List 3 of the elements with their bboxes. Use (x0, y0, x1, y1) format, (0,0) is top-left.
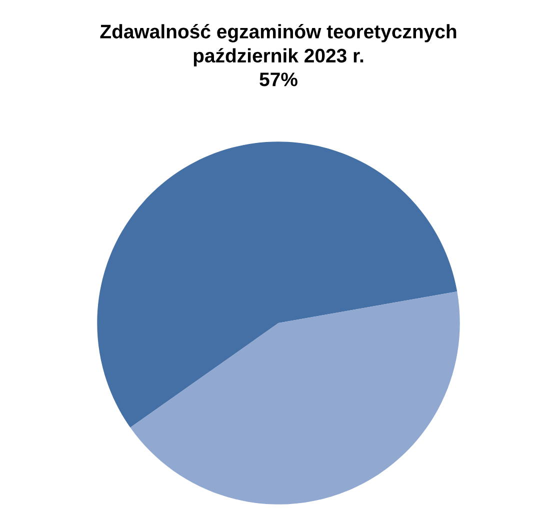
chart-title: Zdawalność egzaminów teoretycznych październik 2023 r. 57% (100, 24, 456, 86)
pie-slice (97, 142, 458, 428)
pie-slice (130, 292, 460, 504)
